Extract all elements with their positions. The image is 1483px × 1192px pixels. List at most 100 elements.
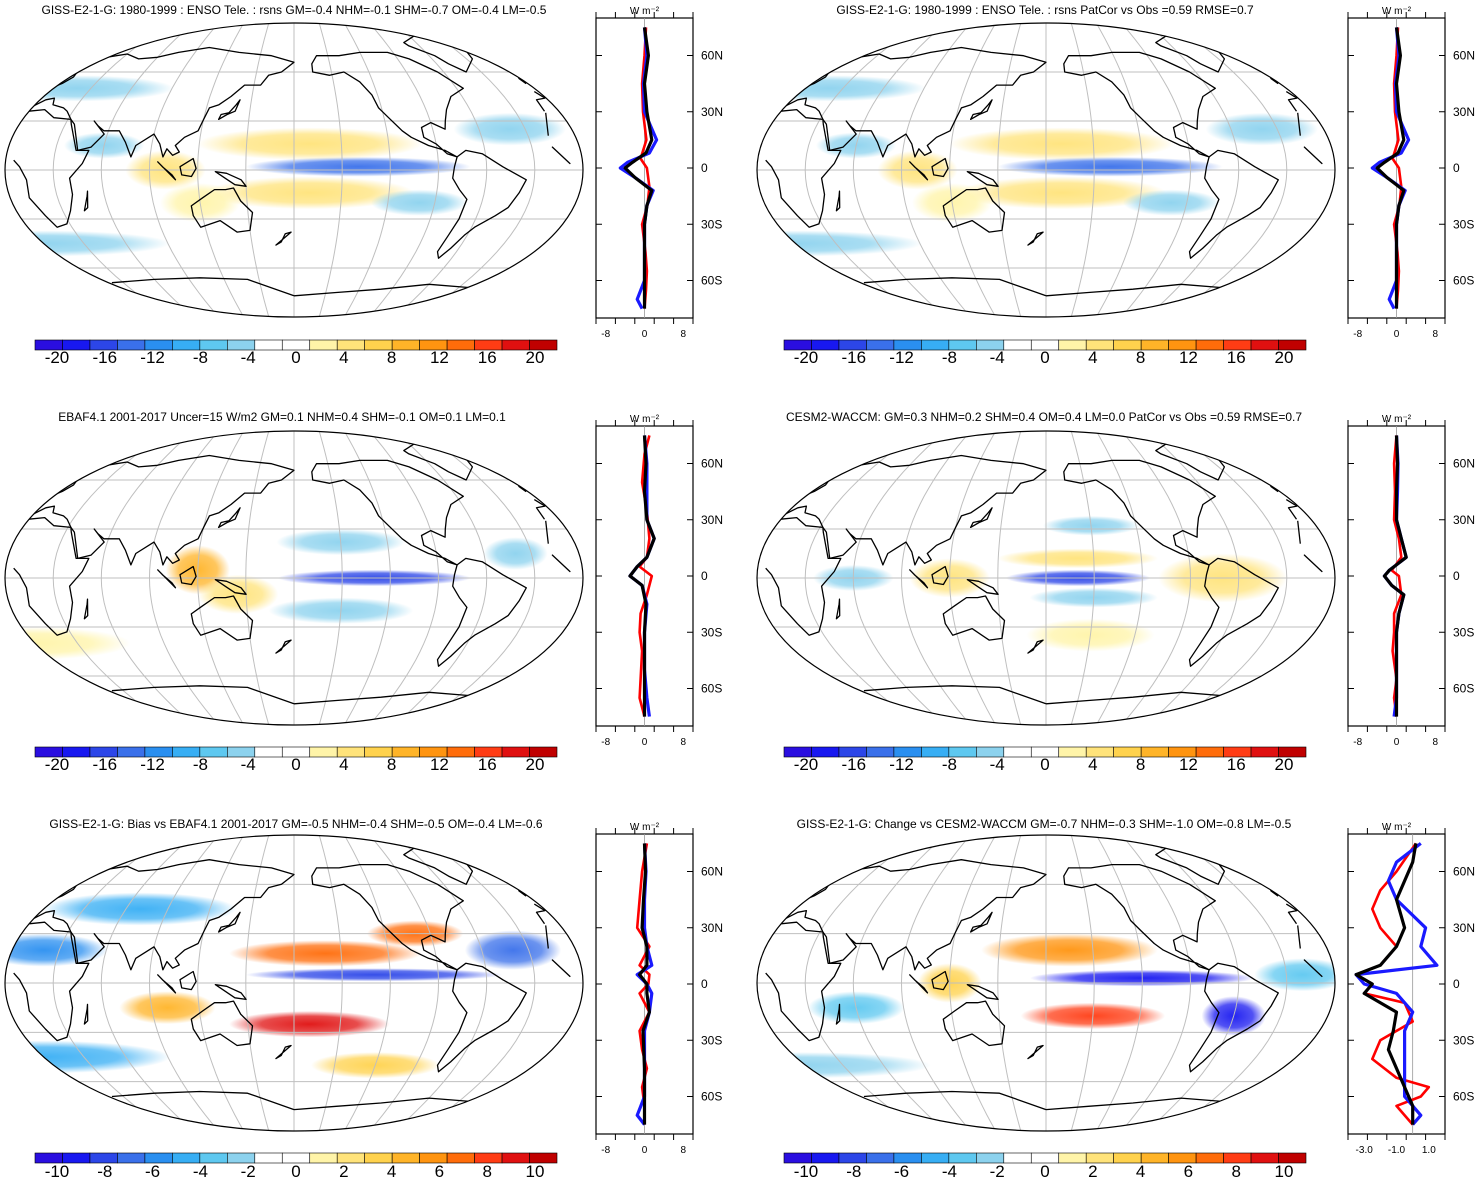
anomaly-region	[119, 991, 216, 1025]
y-tick-label: 0	[701, 977, 708, 991]
anomaly-region	[1254, 958, 1335, 992]
anomaly-region	[197, 127, 423, 161]
map-border	[756, 430, 1336, 726]
meridian-line	[1070, 431, 1095, 725]
coastline-new-zealand	[1027, 639, 1044, 654]
coastline-eurasia	[32, 46, 546, 158]
meridian-line	[900, 23, 971, 317]
colorbar-cell	[254, 1152, 283, 1164]
x-tick-label: 0	[1394, 737, 1400, 748]
meridian-line	[997, 23, 1022, 317]
coastline-africa	[765, 921, 1323, 1042]
coastline-madagascar	[835, 1003, 841, 1025]
map-border	[4, 834, 584, 1132]
anomaly-region	[757, 1052, 931, 1079]
coastline-sumatra	[157, 974, 177, 994]
anomaly-region	[453, 112, 566, 146]
map	[4, 22, 584, 318]
zonal-series-black	[1382, 435, 1408, 717]
colorbar-tick-label: 16	[1227, 755, 1246, 774]
x-tick-label: 8	[1433, 329, 1439, 340]
meridian-line	[245, 23, 270, 317]
y-tick-label: 0	[701, 569, 708, 583]
colorbar: -20 -16 -12 -8 -4 0 4 8 12 16 20	[783, 746, 1307, 774]
x-tick-label: 8	[1433, 737, 1439, 748]
meridian-line	[949, 835, 997, 1131]
coastline-borneo	[931, 565, 949, 586]
meridian-line	[148, 23, 219, 317]
meridian-line	[1121, 835, 1192, 1131]
colorbar-cell	[1195, 1152, 1224, 1164]
panel-bottom-right: GISS-E2-1-G: Change vs CESM2-WACCM GM=-0…	[756, 817, 1475, 1181]
map-border	[756, 834, 1336, 1132]
graticule	[5, 431, 583, 725]
coastline-africa	[13, 516, 571, 636]
colorbar-tick-label: 12	[430, 348, 449, 367]
coastline-madagascar	[835, 190, 841, 212]
coastline-australia	[942, 1000, 1006, 1047]
meridian-line	[852, 835, 946, 1131]
colorbar-tick-label: -8	[97, 1162, 112, 1181]
colorbar-tick-label: 8	[387, 348, 396, 367]
anomaly-region	[483, 537, 548, 570]
meridian-line	[1146, 835, 1240, 1131]
coastline-japan	[217, 911, 241, 933]
meridian-line	[148, 431, 219, 725]
meridian-line	[197, 431, 245, 725]
zonal-series-black	[1375, 27, 1406, 309]
panel-top-right: GISS-E2-1-G: 1980-1999 : ENSO Tele. : rs…	[756, 3, 1475, 367]
meridian-line	[804, 431, 921, 725]
colorbar-tick-label: 12	[430, 755, 449, 774]
units-label: W m⁻²	[1382, 6, 1412, 17]
colorbar-tick-label: -20	[794, 755, 819, 774]
coastline-south-america	[1188, 149, 1279, 259]
panel-middle-left: EBAF4.1 2001-2017 Uncer=15 W/m2 GM=0.1 N…	[4, 410, 723, 774]
colorbar-tick-label: -8	[193, 348, 208, 367]
coastline-new-zealand	[275, 639, 292, 654]
colorbar-cell	[446, 339, 475, 351]
panel-title: GISS-E2-1-G: 1980-1999 : ENSO Tele. : rs…	[42, 3, 547, 17]
colorbar-cell	[1278, 339, 1307, 351]
graticule	[5, 835, 583, 1131]
coastline-north-america	[311, 51, 464, 158]
y-tick-label: 30N	[701, 105, 723, 119]
anomaly-region	[949, 127, 1175, 161]
meridian-line	[419, 835, 536, 1131]
map-field	[5, 23, 583, 317]
colorbar: -20 -16 -12 -8 -4 0 4 8 12 16 20	[34, 746, 558, 774]
meridian-line	[1121, 23, 1192, 317]
colorbar-tick-label: 20	[526, 348, 545, 367]
coastline-new-zealand	[275, 1044, 292, 1060]
coastline-antarctica-edge	[111, 1090, 470, 1111]
colorbar-tick-label: -4	[241, 755, 256, 774]
coastline-madagascar	[83, 598, 89, 620]
map	[4, 834, 584, 1132]
coastline-madagascar	[83, 1003, 89, 1025]
colorbar: -20 -16 -12 -8 -4 0 4 8 12 16 20	[783, 339, 1307, 367]
y-tick-label: 60S	[1453, 1090, 1474, 1104]
y-tick-label: 30S	[1453, 625, 1474, 639]
colorbar-tick-label: -10	[794, 1162, 819, 1181]
meridian-line	[1070, 23, 1095, 317]
colorbar-tick-label: 16	[478, 348, 497, 367]
coastline-madagascar	[835, 598, 841, 620]
meridian-line	[245, 431, 270, 725]
coastline-eurasia	[784, 454, 1298, 566]
meridian-line	[52, 835, 169, 1131]
meridian-line	[900, 835, 971, 1131]
zonal-series-black	[628, 435, 656, 717]
coastline-africa	[765, 516, 1323, 636]
y-tick-label: 30N	[701, 513, 723, 527]
x-tick-label: -3.0	[1356, 1145, 1374, 1156]
meridian-line	[343, 431, 391, 725]
colorbar-tick-label: -12	[889, 348, 914, 367]
meridian-line	[997, 835, 1022, 1131]
y-tick-label: 60N	[1453, 865, 1475, 879]
anomaly-region	[997, 548, 1159, 569]
panel-middle-right: CESM2-WACCM: GM=0.3 NHM=0.2 SHM=0.4 OM=0…	[756, 410, 1475, 774]
zonal-mean-plot: W m⁻² -8 0 8 60N 30N 0 30S 60S	[1347, 414, 1475, 748]
coastline-antarctica-edge	[111, 685, 470, 705]
map	[4, 430, 584, 726]
map	[756, 430, 1336, 726]
coastline-south-america	[436, 557, 527, 667]
